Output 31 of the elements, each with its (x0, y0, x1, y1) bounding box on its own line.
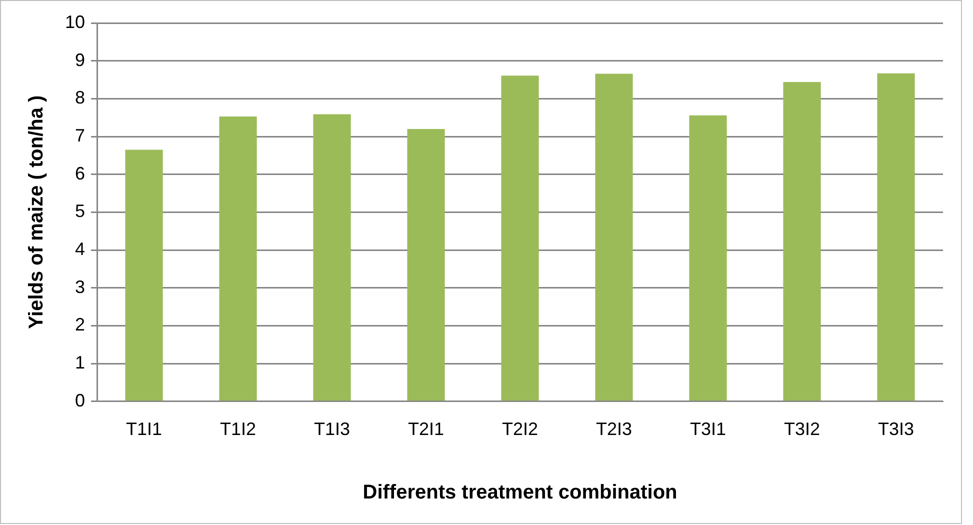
bar (125, 150, 163, 401)
bar (783, 82, 821, 401)
x-tick-label: T2I1 (408, 419, 444, 440)
bar (407, 128, 445, 401)
x-tick-label: T2I3 (596, 419, 632, 440)
y-tick-label: 4 (75, 239, 86, 260)
x-tick-label: T2I2 (502, 419, 538, 440)
y-tick-label: 5 (75, 201, 86, 222)
y-tick-label: 10 (64, 12, 86, 32)
bar (313, 114, 351, 401)
bar (501, 76, 539, 401)
y-tick-label: 8 (75, 88, 86, 108)
x-tick-label: T1I2 (220, 419, 256, 440)
bar (595, 74, 633, 401)
bar (219, 116, 257, 401)
y-tick-label: 1 (75, 352, 86, 373)
bar (877, 73, 915, 401)
y-tick-label: 9 (75, 50, 86, 70)
y-tick-label: 2 (75, 314, 86, 335)
x-tick-label: T1I3 (314, 419, 350, 440)
bar (689, 115, 727, 401)
y-tick-label: 7 (75, 125, 86, 146)
x-tick-label: T3I1 (690, 419, 726, 440)
y-axis-title: Yields of maize ( ton/ha ) (26, 95, 48, 330)
x-axis-title: Differents treatment combination (362, 482, 678, 504)
y-tick-label: 0 (75, 390, 86, 410)
y-tick-label: 6 (75, 163, 86, 184)
y-tick-label: 3 (75, 276, 86, 297)
x-tick-label: T1I1 (126, 419, 162, 440)
x-tick-label: T3I3 (878, 419, 914, 440)
x-tick-label: T3I2 (784, 419, 820, 440)
